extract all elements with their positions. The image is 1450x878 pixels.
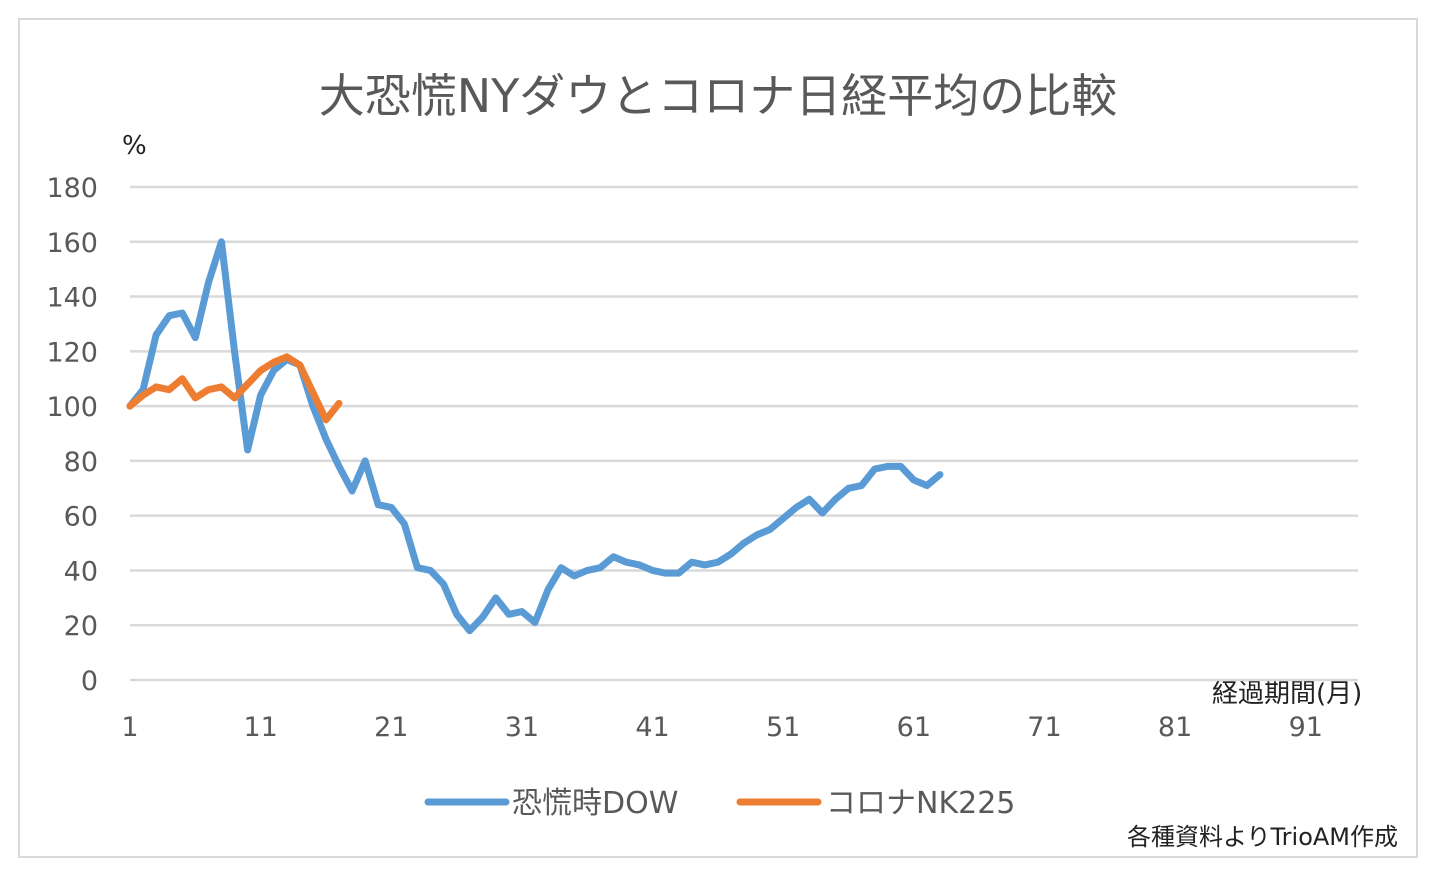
series-line-dow (126, 238, 944, 635)
x-axis-label: 経過期間(月) (1212, 679, 1362, 709)
x-tick-label: 71 (1027, 712, 1061, 743)
x-tick-label: 81 (1158, 712, 1192, 743)
series-line-nk225 (126, 353, 343, 424)
x-tick-label: 51 (766, 712, 800, 743)
chart-frame (18, 18, 1418, 858)
legend: 恐慌時DOW コロナNK225 (424, 786, 1015, 821)
x-tick-label: 31 (505, 712, 539, 743)
chart-title: 大恐慌NYダウとコロナ日経平均の比較 (319, 69, 1118, 123)
y-tick-label: 120 (46, 337, 98, 368)
x-tick-label: 11 (243, 712, 277, 743)
y-tick-label: 40 (64, 556, 98, 587)
x-tick-label: 61 (897, 712, 931, 743)
y-tick-label: 100 (46, 392, 98, 423)
source-note: 各種資料よりTrioAM作成 (1127, 823, 1398, 851)
x-tick-label: 21 (374, 712, 408, 743)
y-tick-label: 180 (46, 173, 98, 204)
y-tick-label: 0 (81, 666, 98, 697)
y-tick-label: 20 (64, 611, 98, 642)
x-tick-label: 41 (635, 712, 669, 743)
y-axis-label: % (122, 131, 147, 161)
y-tick-label: 80 (64, 447, 98, 478)
y-tick-label: 60 (64, 502, 98, 533)
y-tick-label: 140 (46, 283, 98, 314)
x-tick-label: 1 (121, 712, 138, 743)
x-tick-label: 91 (1289, 712, 1323, 743)
y-tick-label: 160 (46, 228, 98, 259)
legend-label-dow: 恐慌時DOW (512, 786, 678, 821)
legend-label-nk225: コロナNK225 (826, 786, 1015, 821)
